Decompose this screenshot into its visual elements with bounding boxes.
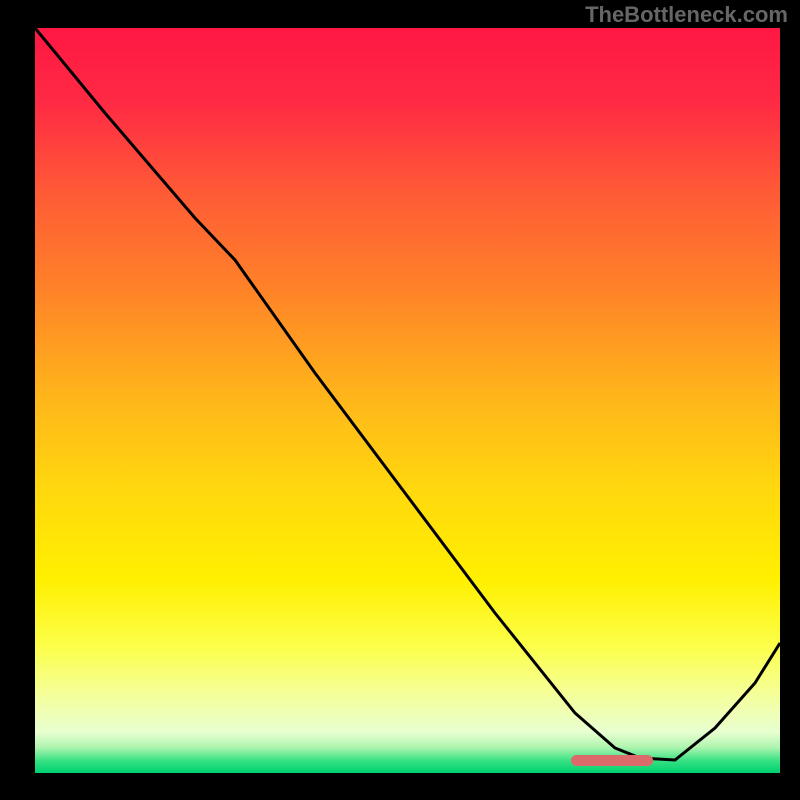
curve-line — [35, 28, 780, 773]
optimal-marker — [571, 755, 653, 765]
plot-area — [35, 28, 780, 773]
watermark-text: TheBottleneck.com — [585, 2, 788, 28]
